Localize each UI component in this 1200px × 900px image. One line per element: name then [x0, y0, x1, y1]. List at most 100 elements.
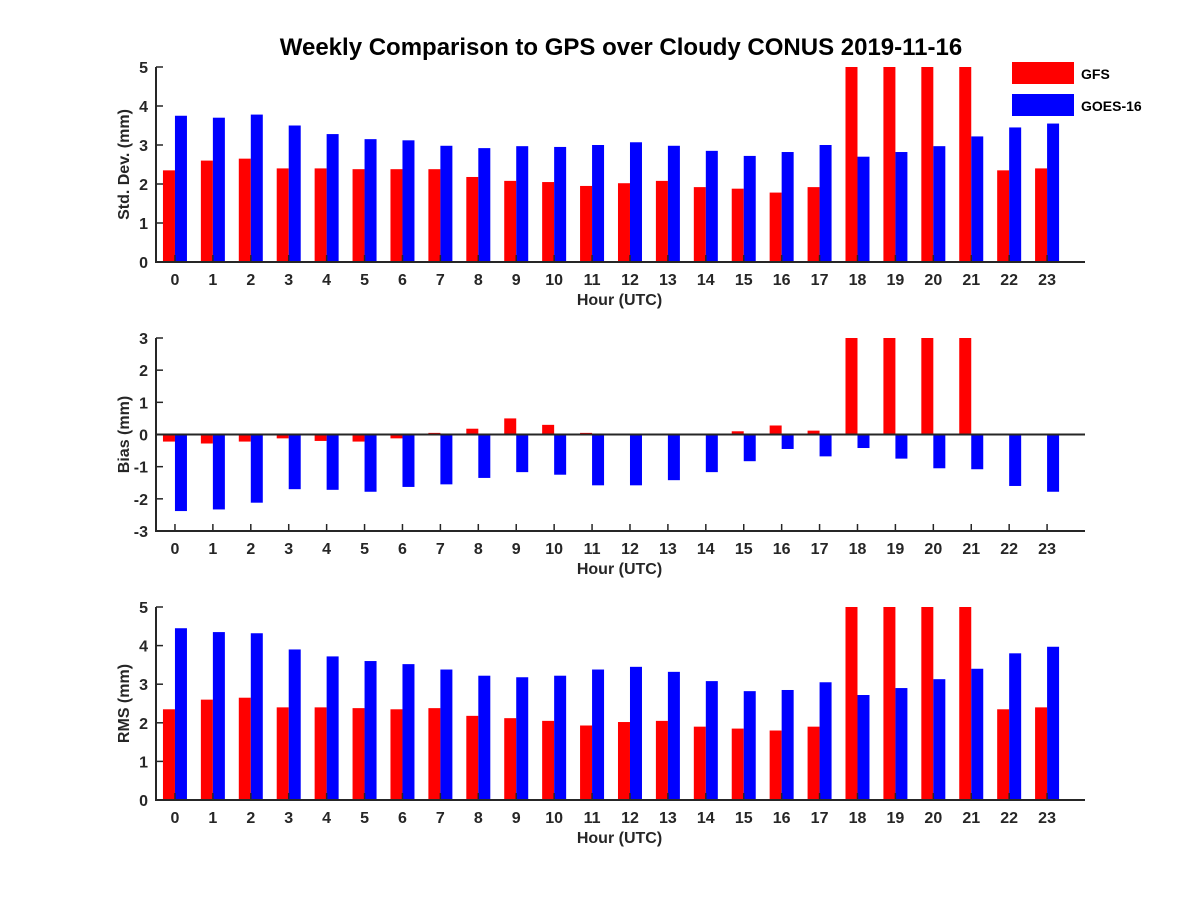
bar-rms-gfs-5	[352, 708, 365, 800]
chart-legend: GFS GOES-16	[1012, 62, 1142, 116]
bar-bias-goes16-10	[554, 434, 567, 475]
bar-bias-goes16-5	[364, 434, 377, 492]
bar-bias-goes16-7	[440, 434, 453, 485]
bar-rms-goes16-4	[326, 656, 339, 800]
bar-stddev-goes16-7	[440, 145, 453, 262]
bar-rms-gfs-0	[162, 709, 175, 800]
xtick-label: 12	[621, 272, 639, 289]
xtick-label: 8	[474, 810, 483, 827]
bar-bias-gfs-9	[504, 418, 517, 435]
bar-bias-gfs-1	[200, 434, 213, 444]
bar-stddev-gfs-20	[921, 67, 934, 262]
bar-stddev-gfs-10	[542, 182, 555, 262]
ytick-label: 2	[139, 177, 148, 194]
bar-rms-gfs-1	[200, 699, 213, 800]
bar-stddev-gfs-2	[238, 158, 251, 262]
bar-rms-gfs-13	[655, 720, 668, 800]
xtick-label: 22	[1000, 541, 1018, 558]
bar-stddev-goes16-4	[326, 134, 339, 262]
xtick-label: 10	[545, 810, 563, 827]
bar-bias-gfs-19	[883, 338, 896, 435]
bar-stddev-goes16-23	[1047, 123, 1060, 262]
bar-bias-gfs-20	[921, 338, 934, 435]
bar-stddev-gfs-21	[959, 67, 972, 262]
ytick-label: 0	[139, 255, 148, 272]
xtick-label: 21	[962, 541, 980, 558]
bar-rms-goes16-2	[250, 633, 263, 800]
bar-stddev-goes16-13	[667, 145, 680, 262]
bar-bias-goes16-3	[288, 434, 301, 490]
rms-xlabel: Hour (UTC)	[577, 830, 662, 847]
bar-stddev-gfs-9	[504, 180, 517, 262]
bar-stddev-gfs-11	[580, 185, 593, 262]
rms-ylabel: RMS (mm)	[116, 664, 133, 743]
bar-rms-gfs-6	[390, 709, 403, 800]
xtick-label: 6	[398, 810, 407, 827]
bar-bias-gfs-6	[390, 434, 403, 439]
bar-stddev-goes16-2	[250, 114, 263, 262]
xtick-label: 16	[773, 541, 791, 558]
stddev-xlabel: Hour (UTC)	[577, 292, 662, 309]
bar-stddev-gfs-1	[200, 160, 213, 262]
bar-bias-goes16-9	[516, 434, 529, 473]
bar-bias-gfs-15	[731, 431, 744, 435]
bar-rms-gfs-8	[466, 715, 479, 800]
bar-rms-goes16-22	[1009, 653, 1022, 800]
xtick-label: 9	[512, 810, 521, 827]
ytick-label: 3	[139, 677, 148, 694]
xtick-label: 7	[436, 272, 445, 289]
xtick-label: 3	[284, 810, 293, 827]
ytick-label: 0	[139, 793, 148, 810]
legend-swatch-gfs	[1012, 62, 1074, 84]
stddev-bars	[162, 67, 1060, 262]
bar-rms-gfs-22	[997, 709, 1010, 800]
bar-stddev-goes16-21	[971, 136, 984, 262]
xtick-label: 6	[398, 541, 407, 558]
xtick-label: 3	[284, 272, 293, 289]
bar-bias-goes16-2	[250, 434, 263, 503]
bar-rms-gfs-12	[617, 722, 630, 800]
ytick-label: 1	[139, 395, 148, 412]
bar-rms-gfs-18	[845, 607, 858, 800]
bar-rms-goes16-18	[857, 695, 870, 800]
ytick-label: 3	[139, 138, 148, 155]
bar-stddev-goes16-19	[895, 152, 908, 262]
bar-bias-gfs-2	[238, 434, 251, 442]
xtick-label: 11	[584, 810, 601, 827]
xtick-label: 21	[962, 272, 980, 289]
bar-bias-goes16-14	[705, 434, 718, 473]
bar-rms-gfs-20	[921, 607, 934, 800]
xtick-label: 23	[1038, 810, 1056, 827]
xtick-label: 18	[849, 541, 867, 558]
ytick-label: -2	[134, 492, 148, 509]
xtick-label: 1	[208, 541, 217, 558]
bar-rms-gfs-2	[238, 697, 251, 800]
bar-stddev-gfs-6	[390, 169, 403, 262]
bar-stddev-gfs-0	[162, 170, 175, 262]
bar-bias-gfs-21	[959, 338, 972, 435]
xtick-label: 19	[887, 810, 905, 827]
bar-bias-goes16-1	[212, 434, 225, 510]
xtick-label: 14	[697, 541, 715, 558]
ytick-label: -3	[134, 524, 148, 541]
bar-rms-gfs-19	[883, 607, 896, 800]
bar-stddev-gfs-22	[997, 170, 1010, 262]
bar-bias-goes16-18	[857, 434, 870, 449]
xtick-label: 2	[246, 810, 255, 827]
bar-rms-gfs-3	[276, 707, 289, 800]
bar-rms-goes16-12	[629, 666, 642, 800]
bar-stddev-gfs-5	[352, 169, 365, 262]
bar-bias-gfs-5	[352, 434, 365, 442]
bar-stddev-goes16-18	[857, 156, 870, 262]
bar-stddev-gfs-14	[693, 187, 706, 262]
xtick-label: 1	[208, 272, 217, 289]
bar-bias-goes16-12	[629, 434, 642, 486]
bar-stddev-goes16-22	[1009, 127, 1022, 262]
xtick-label: 16	[773, 272, 791, 289]
bias-bars	[162, 338, 1060, 512]
ytick-label: 4	[139, 639, 148, 656]
xtick-label: 20	[924, 272, 942, 289]
